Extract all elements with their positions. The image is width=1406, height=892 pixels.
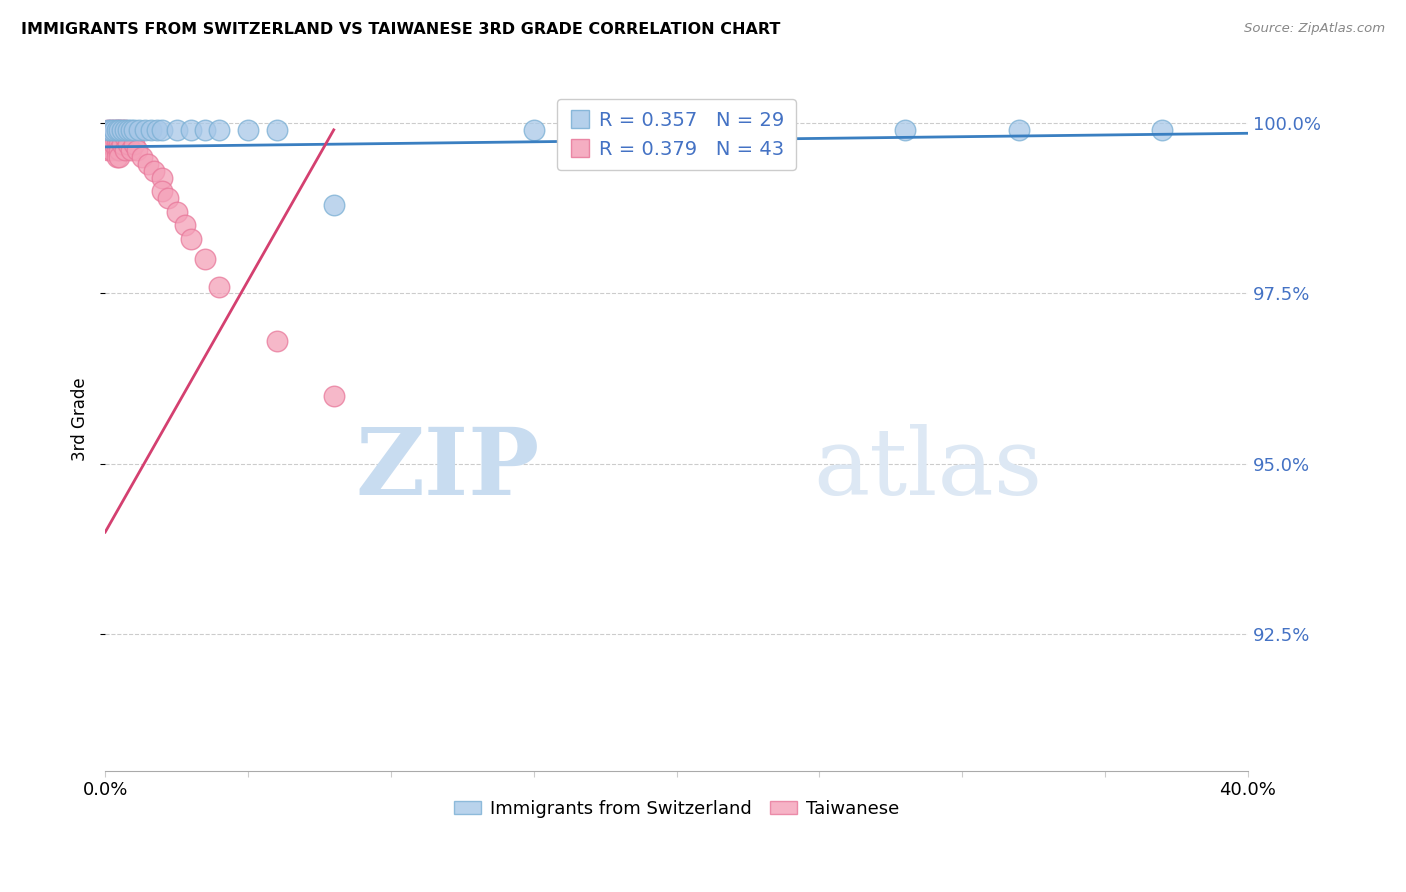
Point	[108, 123, 131, 137]
Point	[114, 123, 136, 137]
Text: Source: ZipAtlas.com: Source: ZipAtlas.com	[1244, 22, 1385, 36]
Point	[111, 136, 134, 151]
Point	[100, 123, 122, 137]
Point	[194, 123, 217, 137]
Point	[236, 123, 259, 137]
Point	[117, 123, 139, 137]
Point	[111, 123, 134, 137]
Point	[322, 198, 344, 212]
Point	[105, 136, 128, 151]
Point	[100, 136, 122, 151]
Point	[122, 123, 145, 137]
Point	[150, 170, 173, 185]
Point	[128, 123, 150, 137]
Point	[103, 136, 125, 151]
Point	[665, 123, 688, 137]
Point	[97, 123, 120, 137]
Y-axis label: 3rd Grade: 3rd Grade	[72, 378, 89, 461]
Point	[105, 123, 128, 137]
Point	[111, 123, 134, 137]
Point	[105, 129, 128, 144]
Point	[208, 279, 231, 293]
Point	[194, 252, 217, 267]
Text: ZIP: ZIP	[356, 424, 540, 514]
Point	[1152, 123, 1174, 137]
Point	[145, 123, 167, 137]
Point	[108, 150, 131, 164]
Text: atlas: atlas	[814, 424, 1043, 514]
Point	[100, 144, 122, 158]
Point	[108, 144, 131, 158]
Point	[180, 123, 202, 137]
Point	[117, 136, 139, 151]
Point	[322, 389, 344, 403]
Legend: Immigrants from Switzerland, Taiwanese: Immigrants from Switzerland, Taiwanese	[447, 792, 907, 825]
Point	[103, 129, 125, 144]
Point	[105, 150, 128, 164]
Point	[166, 123, 188, 137]
Point	[108, 136, 131, 151]
Point	[97, 136, 120, 151]
Point	[157, 191, 180, 205]
Point	[105, 144, 128, 158]
Point	[108, 123, 131, 137]
Point	[266, 123, 288, 137]
Point	[523, 123, 546, 137]
Text: IMMIGRANTS FROM SWITZERLAND VS TAIWANESE 3RD GRADE CORRELATION CHART: IMMIGRANTS FROM SWITZERLAND VS TAIWANESE…	[21, 22, 780, 37]
Point	[208, 123, 231, 137]
Point	[97, 144, 120, 158]
Point	[142, 163, 165, 178]
Point	[108, 129, 131, 144]
Point	[136, 157, 159, 171]
Point	[114, 123, 136, 137]
Point	[134, 123, 156, 137]
Point	[131, 150, 153, 164]
Point	[103, 123, 125, 137]
Point	[174, 219, 197, 233]
Point	[120, 144, 142, 158]
Point	[266, 334, 288, 349]
Point	[97, 129, 120, 144]
Point	[180, 232, 202, 246]
Point	[97, 123, 120, 137]
Point	[150, 123, 173, 137]
Point	[120, 123, 142, 137]
Point	[150, 184, 173, 198]
Point	[100, 123, 122, 137]
Point	[100, 129, 122, 144]
Point	[1008, 123, 1031, 137]
Point	[166, 204, 188, 219]
Point	[125, 144, 148, 158]
Point	[139, 123, 162, 137]
Point	[103, 123, 125, 137]
Point	[894, 123, 917, 137]
Point	[114, 129, 136, 144]
Point	[122, 136, 145, 151]
Point	[105, 123, 128, 137]
Point	[114, 144, 136, 158]
